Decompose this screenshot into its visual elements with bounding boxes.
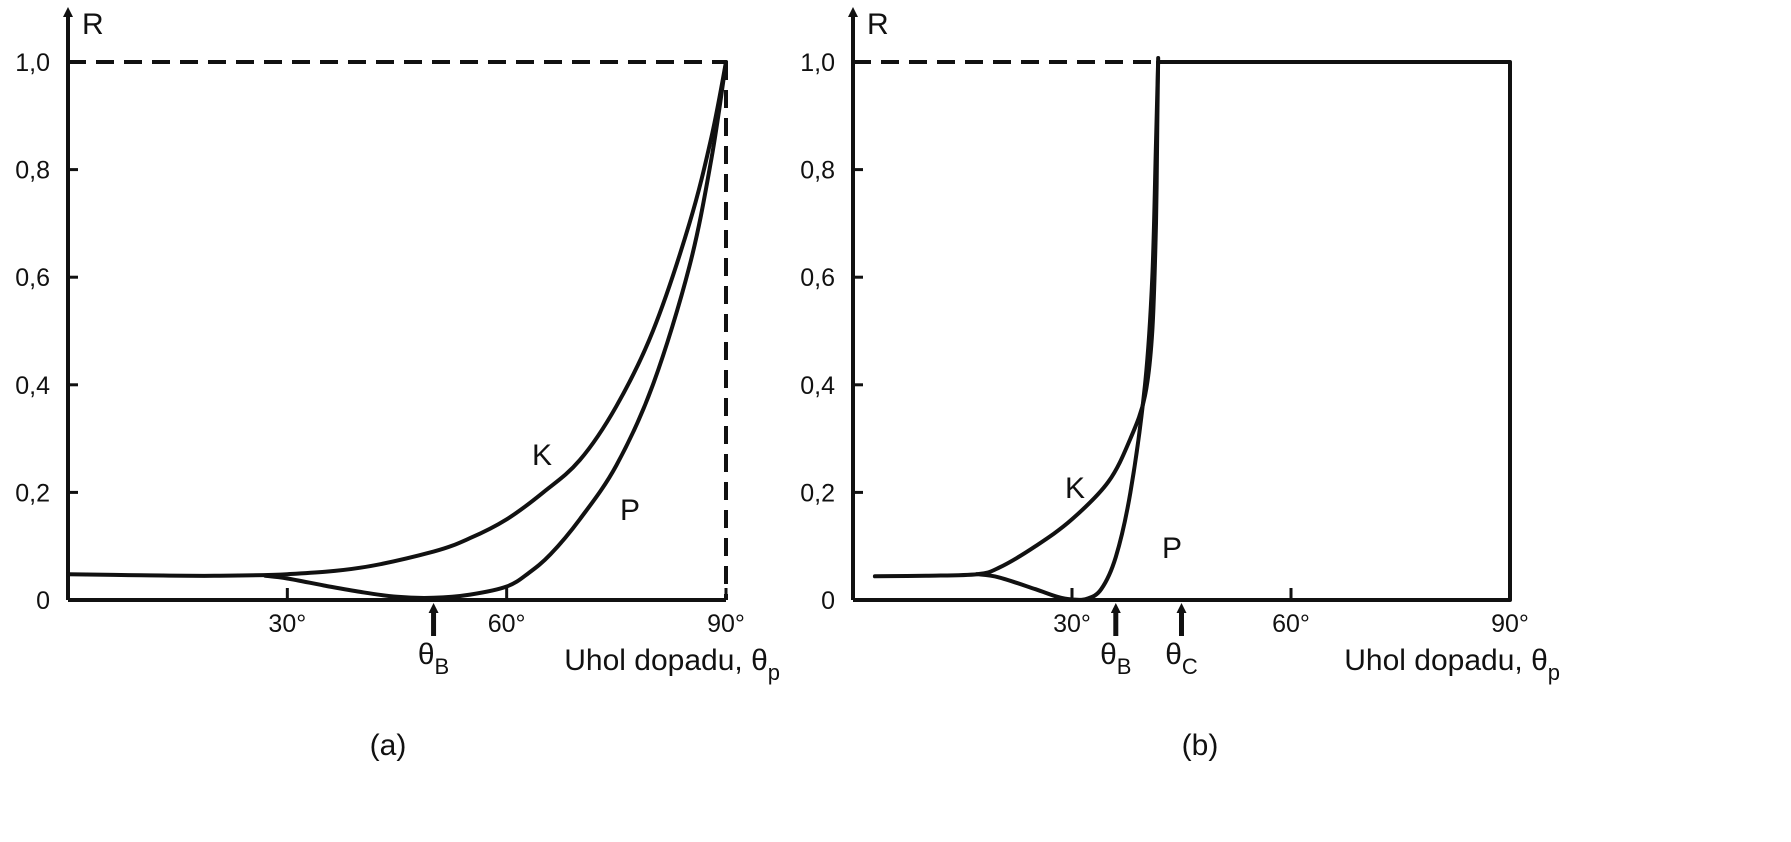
x-axis-label-text: Uhol dopadu,: [1344, 644, 1531, 677]
marker-symbol: θ: [1100, 638, 1117, 671]
x-tick-label: 30°: [1053, 610, 1091, 638]
marker-subscript: C: [1182, 654, 1198, 679]
x-axis-label-text: Uhol dopadu,: [564, 644, 751, 677]
y-tick-label: 0: [821, 587, 835, 615]
x-axis-label: Uhol dopadu, θp: [564, 644, 780, 685]
series-k-line: [66, 60, 728, 578]
y-axis-label: R: [867, 8, 889, 41]
x-axis-label: Uhol dopadu, θp: [1344, 644, 1560, 685]
series-k-line: [872, 56, 1161, 579]
x-axis-label-symbol: θ: [751, 644, 768, 677]
y-tick-label: 0,8: [800, 157, 835, 185]
series-p-line: [975, 60, 1161, 602]
x-tick-label: 30°: [268, 610, 306, 638]
x-axis-label-subscript: p: [1548, 660, 1560, 685]
y-tick-label: 0,4: [800, 372, 835, 400]
y-tick-label: 1,0: [800, 49, 835, 77]
marker-label: θC: [1165, 638, 1198, 679]
series-k-label: K: [1065, 472, 1085, 505]
panel-caption: (a): [370, 729, 407, 762]
y-tick-label: 0,2: [15, 479, 50, 507]
y-tick-label: 0,8: [15, 157, 50, 185]
y-tick-label: 0: [36, 587, 50, 615]
marker-subscript: B: [1117, 654, 1132, 679]
y-tick-label: 0,4: [15, 372, 50, 400]
series-p-line: [263, 60, 728, 600]
y-tick-label: 0,6: [800, 264, 835, 292]
total-reflection-line: [1156, 60, 1512, 602]
marker-label: θB: [1100, 638, 1131, 679]
x-tick-label: 60°: [488, 610, 526, 638]
marker-label: θB: [418, 638, 449, 679]
y-tick-label: 0,2: [800, 479, 835, 507]
marker-symbol: θ: [1165, 638, 1182, 671]
panel-caption: (b): [1182, 729, 1219, 762]
x-tick-label: 90°: [707, 610, 745, 638]
x-tick-label: 90°: [1491, 610, 1529, 638]
y-tick-label: 1,0: [15, 49, 50, 77]
x-axis-label-subscript: p: [768, 660, 780, 685]
y-axis-label: R: [82, 8, 104, 41]
marker-symbol: θ: [418, 638, 435, 671]
series-p-label: P: [620, 494, 640, 527]
marker-subscript: B: [435, 654, 450, 679]
x-axis-label-symbol: θ: [1531, 644, 1548, 677]
y-tick-label: 0,6: [15, 264, 50, 292]
series-k-label: K: [532, 439, 552, 472]
x-tick-label: 60°: [1272, 610, 1310, 638]
series-p-label: P: [1162, 532, 1182, 565]
